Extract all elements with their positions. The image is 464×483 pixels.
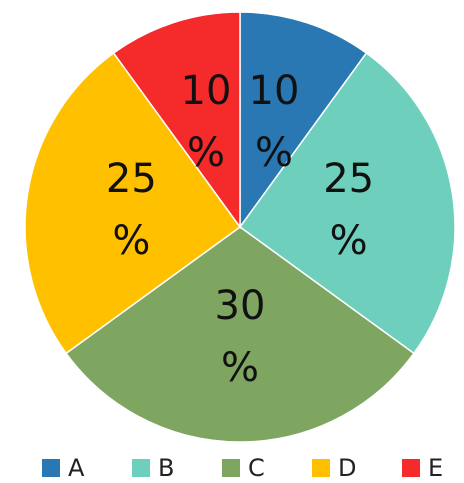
data-label: 25 % [105, 155, 157, 264]
data-label: 25 % [323, 155, 375, 264]
data-label: 10 % [180, 68, 232, 177]
pie-slice [239, 11, 368, 230]
pie-slice [24, 52, 242, 355]
legend-swatch [222, 459, 240, 477]
pie-slice [238, 52, 456, 355]
legend-swatch [402, 459, 420, 477]
data-label: 30 % [214, 283, 266, 391]
legend-label: B [158, 454, 174, 482]
legend-swatch [42, 459, 60, 477]
data-label: 10 % [248, 68, 300, 177]
legend-swatch [312, 459, 330, 477]
legend-label: A [68, 454, 85, 482]
pie-slice [65, 226, 415, 443]
legend-swatch [132, 459, 150, 477]
pie-slice [112, 11, 241, 230]
legend-label: E [428, 454, 443, 482]
legend-label: C [248, 454, 265, 482]
legend-label: D [338, 454, 356, 482]
